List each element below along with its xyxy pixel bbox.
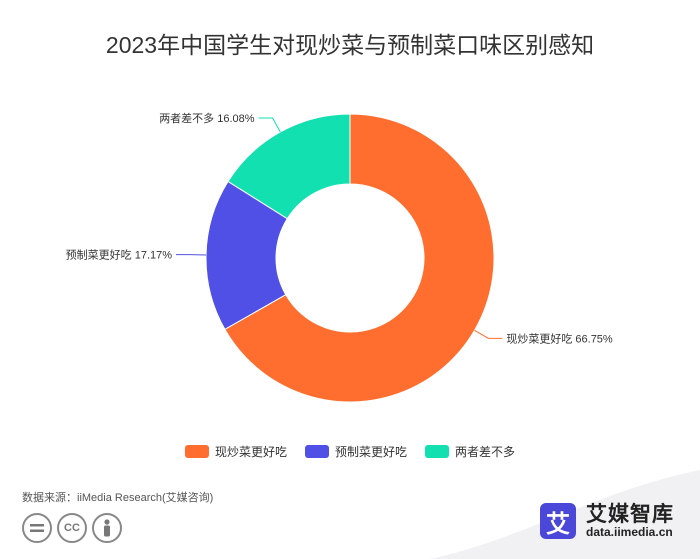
equals-icon bbox=[22, 513, 52, 543]
brand-name: 艾媒智库 bbox=[586, 503, 674, 526]
chart-title: 2023年中国学生对现炒菜与预制菜口味区别感知 bbox=[105, 32, 595, 58]
leader-line-fresh bbox=[474, 329, 503, 339]
person-icon bbox=[92, 513, 122, 543]
leader-line-same bbox=[258, 117, 281, 133]
legend-item-prepared[interactable]: 预制菜更好吃 bbox=[304, 443, 407, 460]
legend-label-prepared: 预制菜更好吃 bbox=[334, 445, 407, 459]
legend-item-same[interactable]: 两者差不多 bbox=[425, 443, 515, 460]
brand-url: data.iimedia.cn bbox=[586, 525, 673, 540]
slice-fresh[interactable] bbox=[224, 113, 495, 403]
slice-same[interactable] bbox=[227, 113, 351, 220]
data-label-prepared: 预制菜更好吃 17.17% bbox=[66, 248, 173, 262]
license-icons: CC bbox=[22, 513, 122, 543]
legend-label-same: 两者差不多 bbox=[455, 445, 516, 459]
data-source: 数据来源：iiMedia Research(艾媒咨询) bbox=[22, 492, 214, 504]
cc-icon: CC bbox=[57, 513, 87, 543]
legend-swatch-prepared bbox=[304, 445, 329, 458]
legend-swatch-same bbox=[425, 445, 449, 458]
legend-item-fresh[interactable]: 现炒菜更好吃 bbox=[184, 443, 287, 460]
brand-logo[interactable]: 艾 艾媒智库 data.iimedia.cn bbox=[540, 503, 674, 540]
data-label-fresh: 现炒菜更好吃 66.75% bbox=[506, 331, 613, 345]
legend-swatch-fresh bbox=[184, 445, 209, 458]
data-label-same: 两者差不多 16.08% bbox=[159, 111, 255, 125]
chart-legend: 现炒菜更好吃 预制菜更好吃 两者差不多 bbox=[0, 443, 700, 460]
brand-mark-icon: 艾 bbox=[540, 503, 576, 540]
legend-label-fresh: 现炒菜更好吃 bbox=[214, 445, 287, 459]
